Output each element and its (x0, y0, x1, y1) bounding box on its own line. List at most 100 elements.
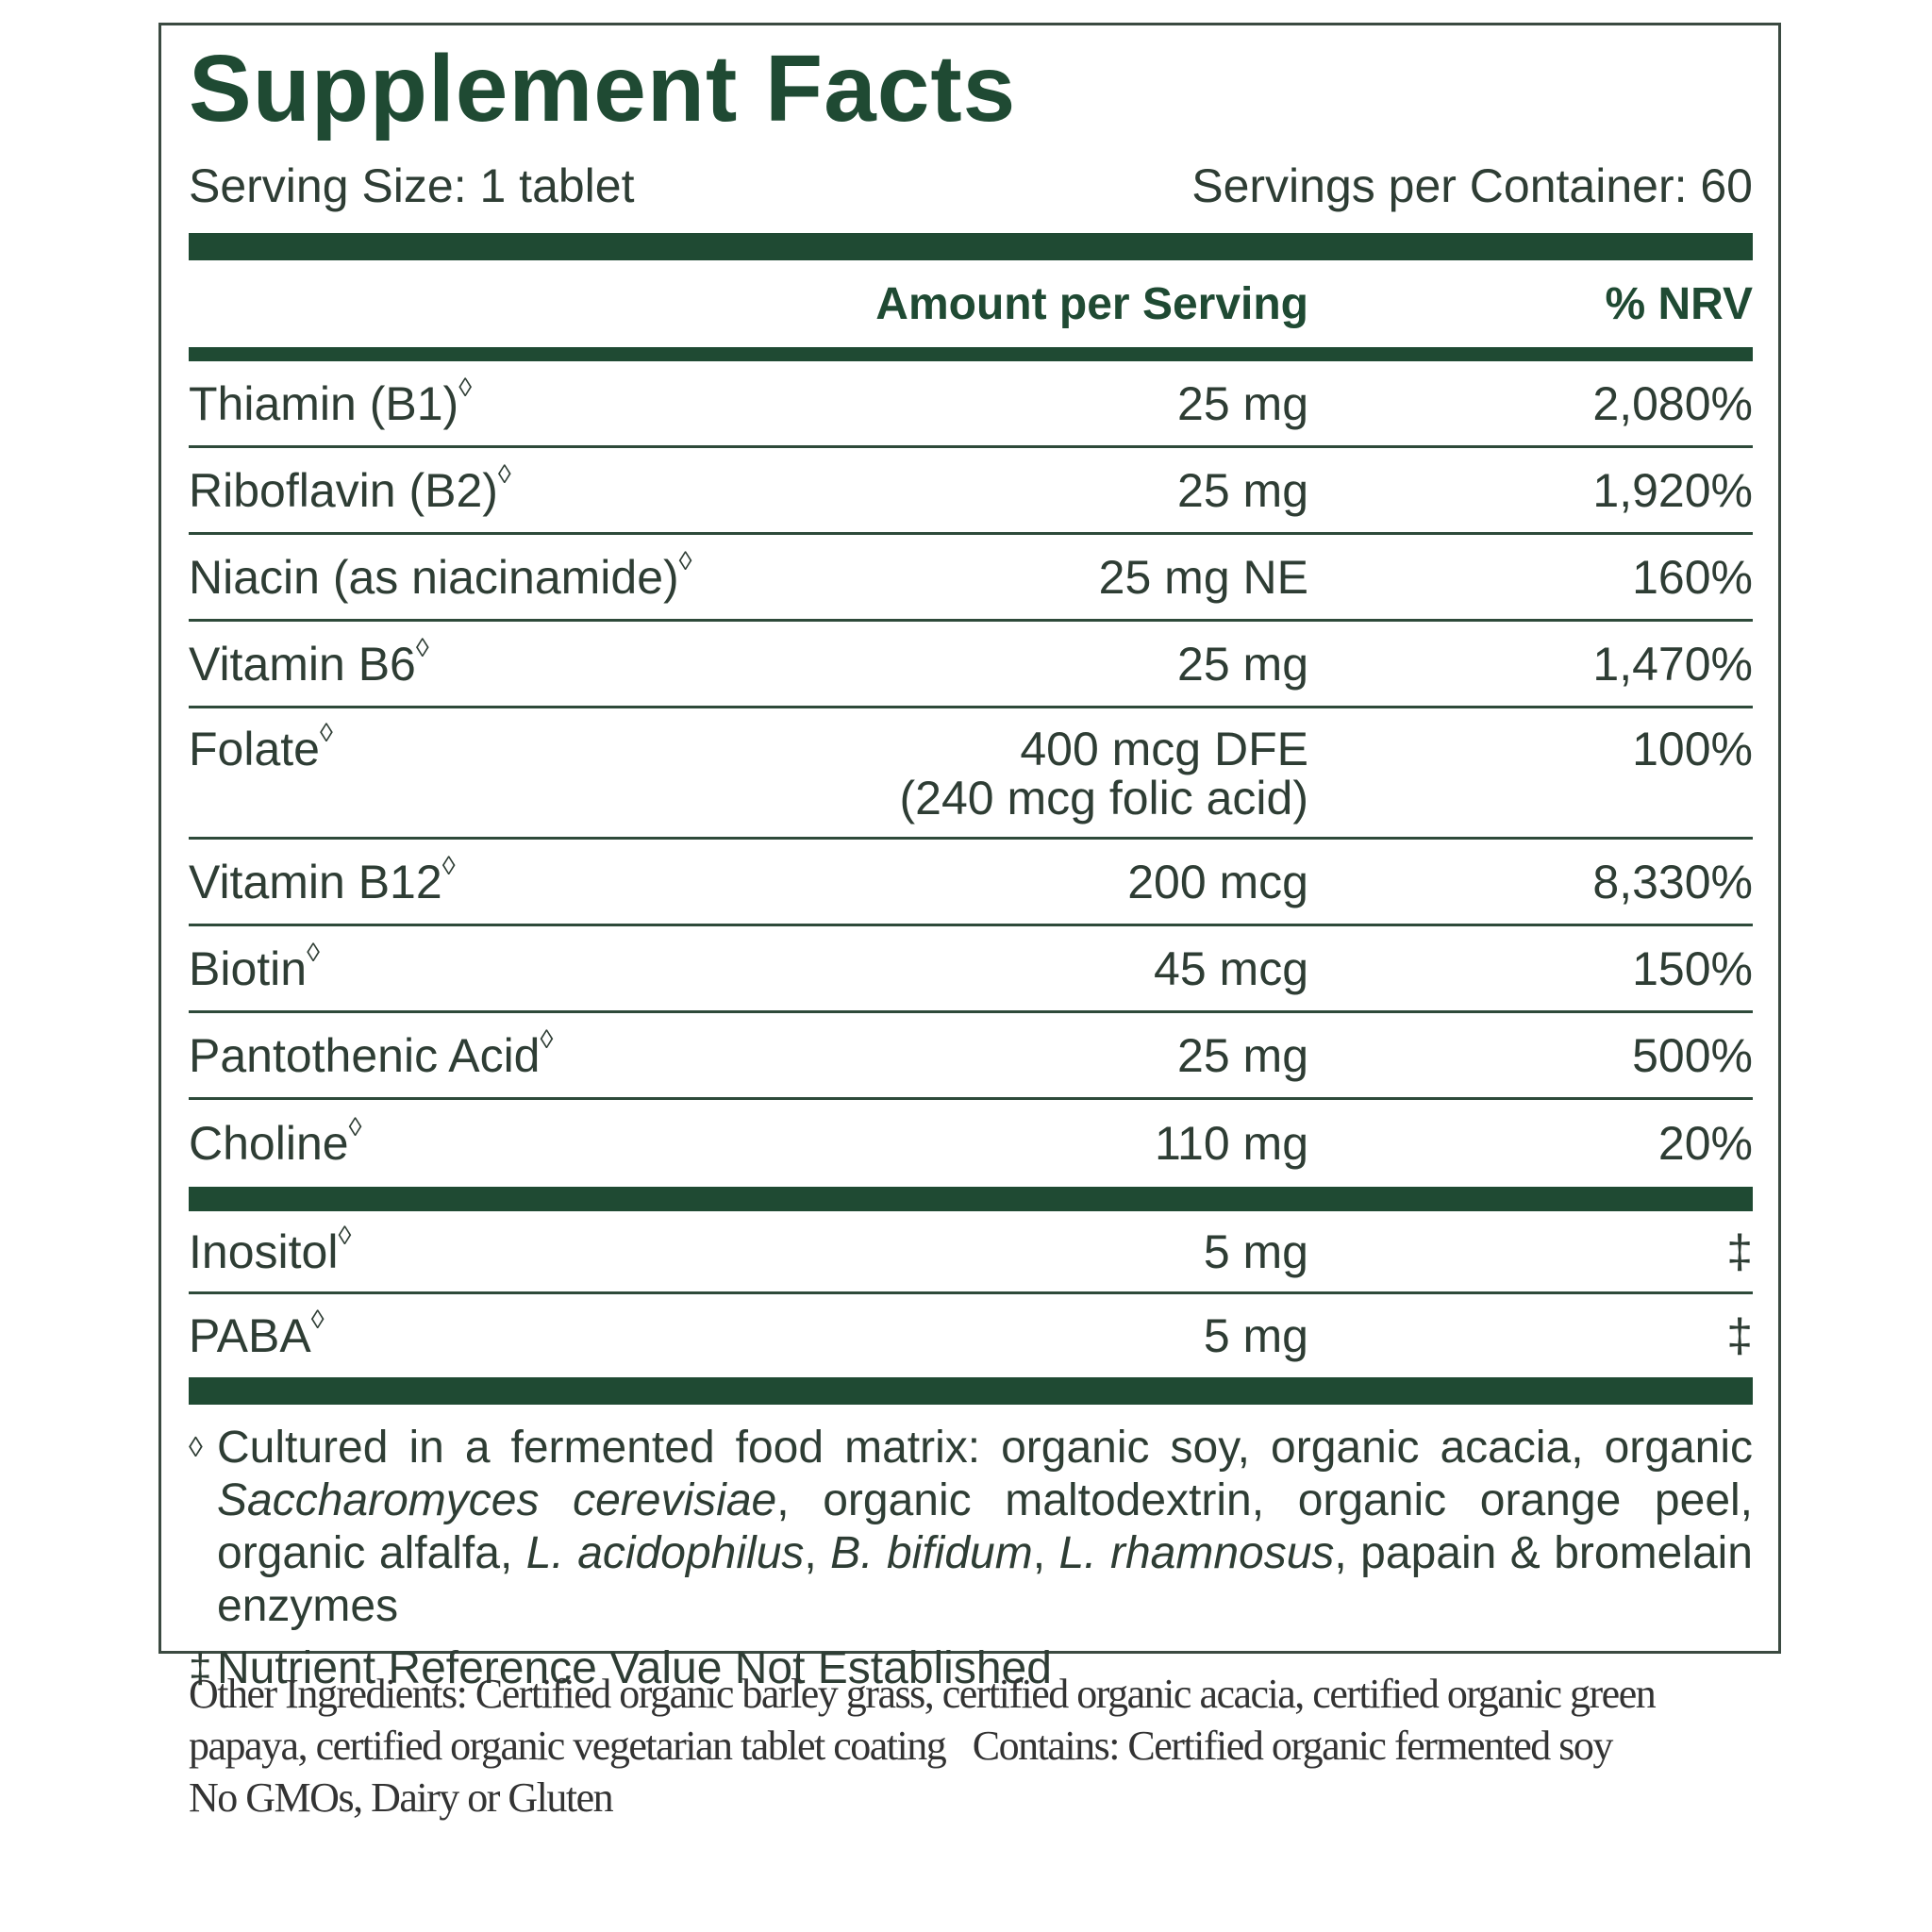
ingredient-line: papaya, certified organic vegetarian tab… (189, 1723, 1613, 1769)
name: Vitamin B6 (189, 637, 416, 691)
marker: ◊ (458, 372, 473, 402)
amount-value: 110 mg (1154, 1117, 1308, 1170)
nutrient-name: Thiamin (B1)◊ (189, 372, 856, 431)
text-segment: , (804, 1528, 831, 1578)
marker: ◊ (497, 458, 511, 489)
nutrient-row: Riboflavin (B2)◊ 25 mg 1,920% (189, 448, 1753, 535)
nutrient-name: Choline◊ (189, 1112, 856, 1171)
column-label: Amount per Serving (875, 278, 1308, 329)
amount: 45 mcg (856, 941, 1308, 996)
nutrient-name: PABA◊ (189, 1305, 856, 1363)
amount-value: 25 mg (1177, 1028, 1308, 1082)
nutrient-row: Vitamin B12◊ 200 mcg 8,330% (189, 840, 1753, 926)
nutrient-table: Thiamin (B1)◊ 25 mg 2,080% Riboflavin (B2)◊… (189, 361, 1753, 1405)
name: Biotin (189, 941, 308, 995)
amount-detail: (240 mcg folic acid) (899, 772, 1309, 824)
nrv: 150% (1632, 941, 1753, 995)
amount: 5 mg (856, 1308, 1308, 1363)
name: Inositol (189, 1224, 339, 1278)
nutrient-name: Inositol◊ (189, 1221, 856, 1279)
amount: 25 mg (856, 376, 1308, 431)
marker: ◊ (348, 1112, 362, 1141)
amount-value: 5 mg (1203, 1224, 1308, 1278)
title: Supplement Facts (189, 36, 1017, 142)
nrv: 8,330% (1592, 855, 1753, 908)
marker: ◊ (415, 632, 429, 662)
ingredient-line: No GMOs, Dairy or Gluten (189, 1774, 614, 1821)
nutrient-row: Pantothenic Acid◊ 25 mg 500% (189, 1013, 1753, 1100)
name: Choline (189, 1117, 349, 1170)
nrv: 100% (1632, 723, 1753, 775)
footnotes: ◊ Cultured in a fermented food matrix: or… (189, 1422, 1753, 1695)
nutrient-row: PABA◊ 5 mg ‡ (189, 1294, 1753, 1377)
nutrient-name: Pantothenic Acid◊ (189, 1024, 856, 1083)
ingredient-line: Other Ingredients: Certified organic bar… (189, 1671, 1657, 1717)
nrv: ‡ (1726, 1309, 1753, 1362)
text-segment: , papain & bromelain enzymes (217, 1528, 1754, 1631)
text-segment: L. acidophilus (525, 1528, 805, 1578)
footnote-text: Cultured in a fermented food matrix: org… (217, 1422, 1753, 1633)
name: Vitamin B12 (189, 855, 442, 908)
amount-value: 25 mg (1177, 637, 1308, 691)
name: Riboflavin (B2) (189, 463, 498, 517)
nrv: ‡ (1726, 1224, 1753, 1278)
amount-value: 200 mcg (1127, 855, 1308, 908)
name: Thiamin (B1) (189, 376, 459, 430)
nrv: 1,470% (1592, 637, 1753, 691)
name: Folate (189, 723, 320, 775)
amount: 200 mcg (856, 855, 1308, 909)
marker: ◊ (319, 718, 333, 747)
footnote-text: Nutrient Reference Value Not Established (217, 1642, 1753, 1695)
text-segment: Nutrient Reference Value Not Established (217, 1643, 1052, 1693)
text-segment: Saccharomyces cerevisiae (217, 1475, 777, 1525)
amount: 400 mcg DFE (240 mcg folic acid) (856, 722, 1309, 825)
nutrient-row: Niacin (as niacinamide)◊ 25 mg NE 160% (189, 535, 1753, 622)
thick-rule (189, 1187, 1753, 1211)
nutrient-row: Thiamin (B1)◊ 25 mg 2,080% (189, 361, 1753, 448)
amount: 25 mg NE (856, 550, 1308, 605)
footnote-symbol: ‡ (189, 1645, 212, 1691)
name: PABA (189, 1309, 311, 1362)
servings-per-container: Servings per Container: 60 (1191, 159, 1753, 212)
marker: ◊ (678, 545, 692, 575)
amount: 5 mg (856, 1224, 1308, 1279)
facts-panel: Supplement Facts Serving Size: 1 tablet … (158, 23, 1781, 1693)
amount-value: 5 mg (1203, 1309, 1308, 1362)
footnote: ◊ Cultured in a fermented food matrix: or… (189, 1422, 1753, 1633)
amount: 25 mg (856, 1028, 1308, 1083)
serving-size: Serving Size: 1 tablet (189, 159, 635, 212)
text-segment: , (1032, 1528, 1059, 1578)
amount: 25 mg (856, 463, 1308, 518)
nrv: 20% (1657, 1117, 1753, 1170)
nutrient-name: Niacin (as niacinamide)◊ (189, 546, 856, 605)
nutrient-row: Inositol◊ 5 mg ‡ (189, 1211, 1753, 1294)
column-header: Amount per Serving % NRV (189, 260, 1753, 347)
nutrient-name: Folate◊ (189, 718, 856, 776)
other-ingredients: Other Ingredients: Certified organic bar… (189, 1668, 1657, 1824)
text-segment: , organic maltodextrin, organic orange p… (217, 1475, 1754, 1578)
text-segment: L. rhamnosus (1058, 1528, 1335, 1578)
amount-value: 25 mg (1177, 376, 1308, 430)
nrv: 1,920% (1592, 463, 1753, 517)
nutrient-name: Riboflavin (B2)◊ (189, 459, 856, 518)
amount: 25 mg (856, 637, 1308, 691)
footnote-symbol: ◊ (189, 1432, 203, 1463)
serving-info: Serving Size: 1 tablet Servings per Cont… (189, 141, 1753, 231)
marker: ◊ (307, 937, 320, 967)
thick-rule (189, 233, 1753, 260)
marker: ◊ (540, 1024, 554, 1054)
nutrient-row: Biotin◊ 45 mcg 150% (189, 926, 1753, 1013)
amount: 110 mg (856, 1116, 1308, 1171)
name: Niacin (as niacinamide) (189, 550, 679, 604)
nutrient-name: Vitamin B6◊ (189, 633, 856, 691)
amount-value: 400 mcg DFE (1020, 723, 1308, 775)
thick-rule (189, 1377, 1753, 1405)
marker: ◊ (310, 1305, 325, 1334)
nrv: 500% (1632, 1028, 1753, 1082)
nrv: 2,080% (1592, 376, 1753, 430)
nutrient-name: Biotin◊ (189, 937, 856, 996)
footnote: ‡ Nutrient Reference Value Not Establishe… (189, 1642, 1753, 1695)
nutrient-row: Vitamin B6◊ 25 mg 1,470% (189, 622, 1753, 708)
nutrient-row: Folate◊ 400 mcg DFE (240 mcg folic acid) 10… (189, 708, 1753, 840)
